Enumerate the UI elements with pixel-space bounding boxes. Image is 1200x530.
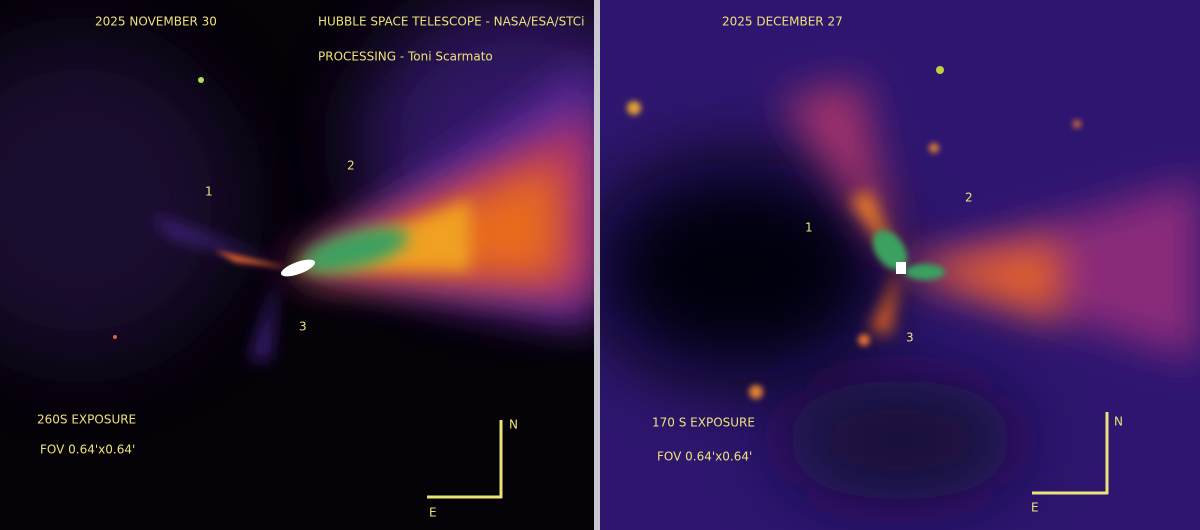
feature-label: 2 [347, 159, 355, 173]
feature-label: 1 [205, 185, 213, 199]
fov: FOV 0.64'x0.64' [657, 450, 752, 464]
fov: FOV 0.64'x0.64' [40, 443, 135, 457]
compass-label: N [509, 418, 518, 432]
feature-label: 1 [805, 221, 813, 235]
divider [594, 0, 600, 530]
compass-label: E [429, 506, 437, 520]
exposure: 260S EXPOSURE [37, 413, 136, 427]
feature-label: 3 [906, 331, 914, 345]
left-image [0, 0, 594, 360]
compass-label: E [1031, 501, 1039, 515]
compass-label: N [1114, 415, 1123, 429]
feature-label: 2 [965, 191, 973, 205]
credit: PROCESSING - Toni Scarmato [318, 50, 493, 64]
date: 2025 NOVEMBER 30 [95, 15, 217, 29]
credit: HUBBLE SPACE TELESCOPE - NASA/ESA/STCi [318, 15, 585, 29]
right-image [600, 0, 1200, 530]
exposure: 170 S EXPOSURE [652, 416, 755, 430]
date: 2025 DECEMBER 27 [722, 15, 843, 29]
feature-label: 3 [299, 320, 307, 334]
